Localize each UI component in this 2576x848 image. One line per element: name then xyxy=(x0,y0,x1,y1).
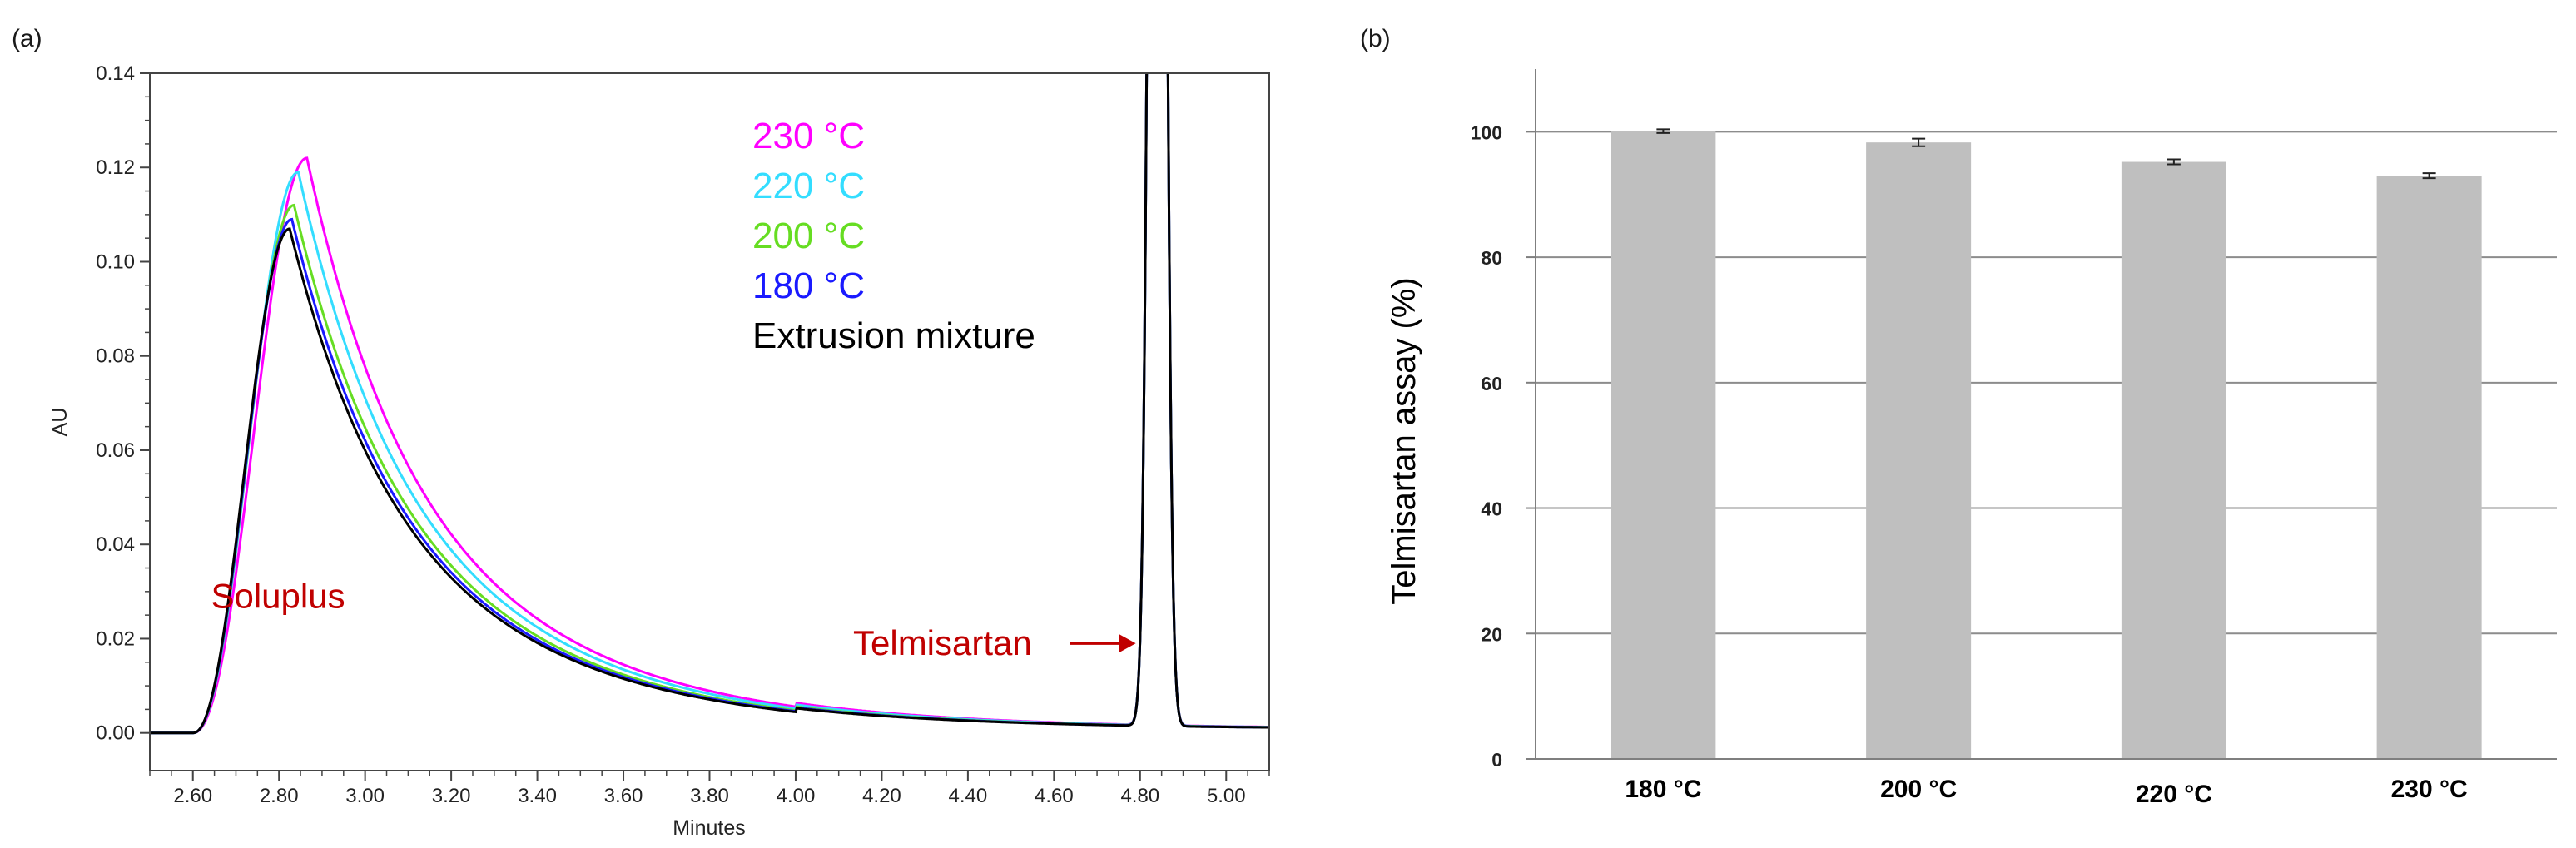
chromatogram-x-tick-label: 3.80 xyxy=(690,785,729,807)
chromatogram-x-tick-label: 4.20 xyxy=(862,785,901,807)
chromatogram-x-tick-label: 4.40 xyxy=(949,785,988,807)
chromatogram-x-tick-label: 3.20 xyxy=(432,785,471,807)
assay-category-label: 200 °C xyxy=(1880,776,1957,803)
telmisartan-arrow-head xyxy=(1119,634,1136,653)
assay-y-tick-label: 80 xyxy=(1481,247,1502,269)
chromatogram-x-tick-label: 4.00 xyxy=(777,785,816,807)
chromatogram-series-line xyxy=(150,73,1269,735)
chromatogram-y-tick-label: 0.00 xyxy=(96,722,135,745)
legend-entry: 230 °C xyxy=(752,116,865,156)
chromatogram-y-tick-label: 0.02 xyxy=(96,627,135,650)
chromatogram-series-line xyxy=(150,73,1269,735)
chromatogram-x-tick-label: 5.00 xyxy=(1207,785,1246,807)
chromatogram-series-line xyxy=(150,73,1269,735)
chromatogram-x-tick-label: 4.80 xyxy=(1120,785,1159,807)
chromatogram-chart: 2.60 2.80 3.00 3.20 3.40 3.60 3.80 4.00 4.20 4.40… xyxy=(48,62,1270,840)
legend-entry: 180 °C xyxy=(752,265,865,306)
assay-bar xyxy=(2121,161,2226,759)
assay-y-tick-label: 20 xyxy=(1481,623,1502,645)
assay-y-tick-label: 0 xyxy=(1491,749,1502,771)
chromatogram-x-tick-label: 4.60 xyxy=(1035,785,1074,807)
chromatogram-y-tick-label: 0.10 xyxy=(96,250,135,273)
chromatogram-plot-frame xyxy=(149,72,1270,771)
chromatogram-x-tick-label: 3.00 xyxy=(345,785,385,807)
assay-category-label: 180 °C xyxy=(1625,776,1701,803)
assay-category-label: 220 °C xyxy=(2136,781,2212,808)
panel-a-label: (a) xyxy=(12,25,42,52)
soluplus-annotation: Soluplus xyxy=(211,577,345,616)
chromatogram-x-tick-label: 2.80 xyxy=(260,785,299,807)
assay-y-tick-label: 60 xyxy=(1481,373,1502,394)
chromatogram-series-line xyxy=(150,73,1269,735)
chromatogram-x-tick-label: 3.40 xyxy=(518,785,557,807)
assay-y-tick-label: 100 xyxy=(1471,121,1502,143)
telmisartan-annotation: Telmisartan xyxy=(853,623,1032,662)
chromatogram-series-line xyxy=(150,73,1269,735)
legend-entry: 200 °C xyxy=(752,216,865,256)
chromatogram-x-axis-title: Minutes xyxy=(673,816,746,840)
chromatogram-x-tick-label: 2.60 xyxy=(173,785,212,807)
assay-y-tick-label: 40 xyxy=(1481,498,1502,520)
panel-b-label: (b) xyxy=(1360,25,1391,52)
assay-y-axis-title: Telmisartan assay (%) xyxy=(1386,277,1422,604)
chromatogram-x-tick-label: 3.60 xyxy=(604,785,643,807)
chromatogram-y-tick-label: 0.04 xyxy=(96,533,135,556)
assay-bar-chart: 0 20 40 60 80 100 180 °C 200 °C 220 °C 230 °C Te… xyxy=(1386,69,2557,808)
chromatogram-y-tick-label: 0.08 xyxy=(96,345,135,368)
chromatogram-y-axis-title: AU xyxy=(48,408,72,437)
chromatogram-y-tick-label: 0.12 xyxy=(96,156,135,179)
assay-bar xyxy=(1611,131,1716,760)
assay-bar xyxy=(2376,176,2482,760)
assay-bar xyxy=(1866,142,1972,759)
assay-category-label: 230 °C xyxy=(2391,776,2468,803)
chromatogram-y-tick-label: 0.06 xyxy=(96,439,135,462)
chromatogram-y-tick-label: 0.14 xyxy=(96,62,135,85)
legend-entry: Extrusion mixture xyxy=(752,315,1035,356)
legend-entry: 220 °C xyxy=(752,166,865,206)
